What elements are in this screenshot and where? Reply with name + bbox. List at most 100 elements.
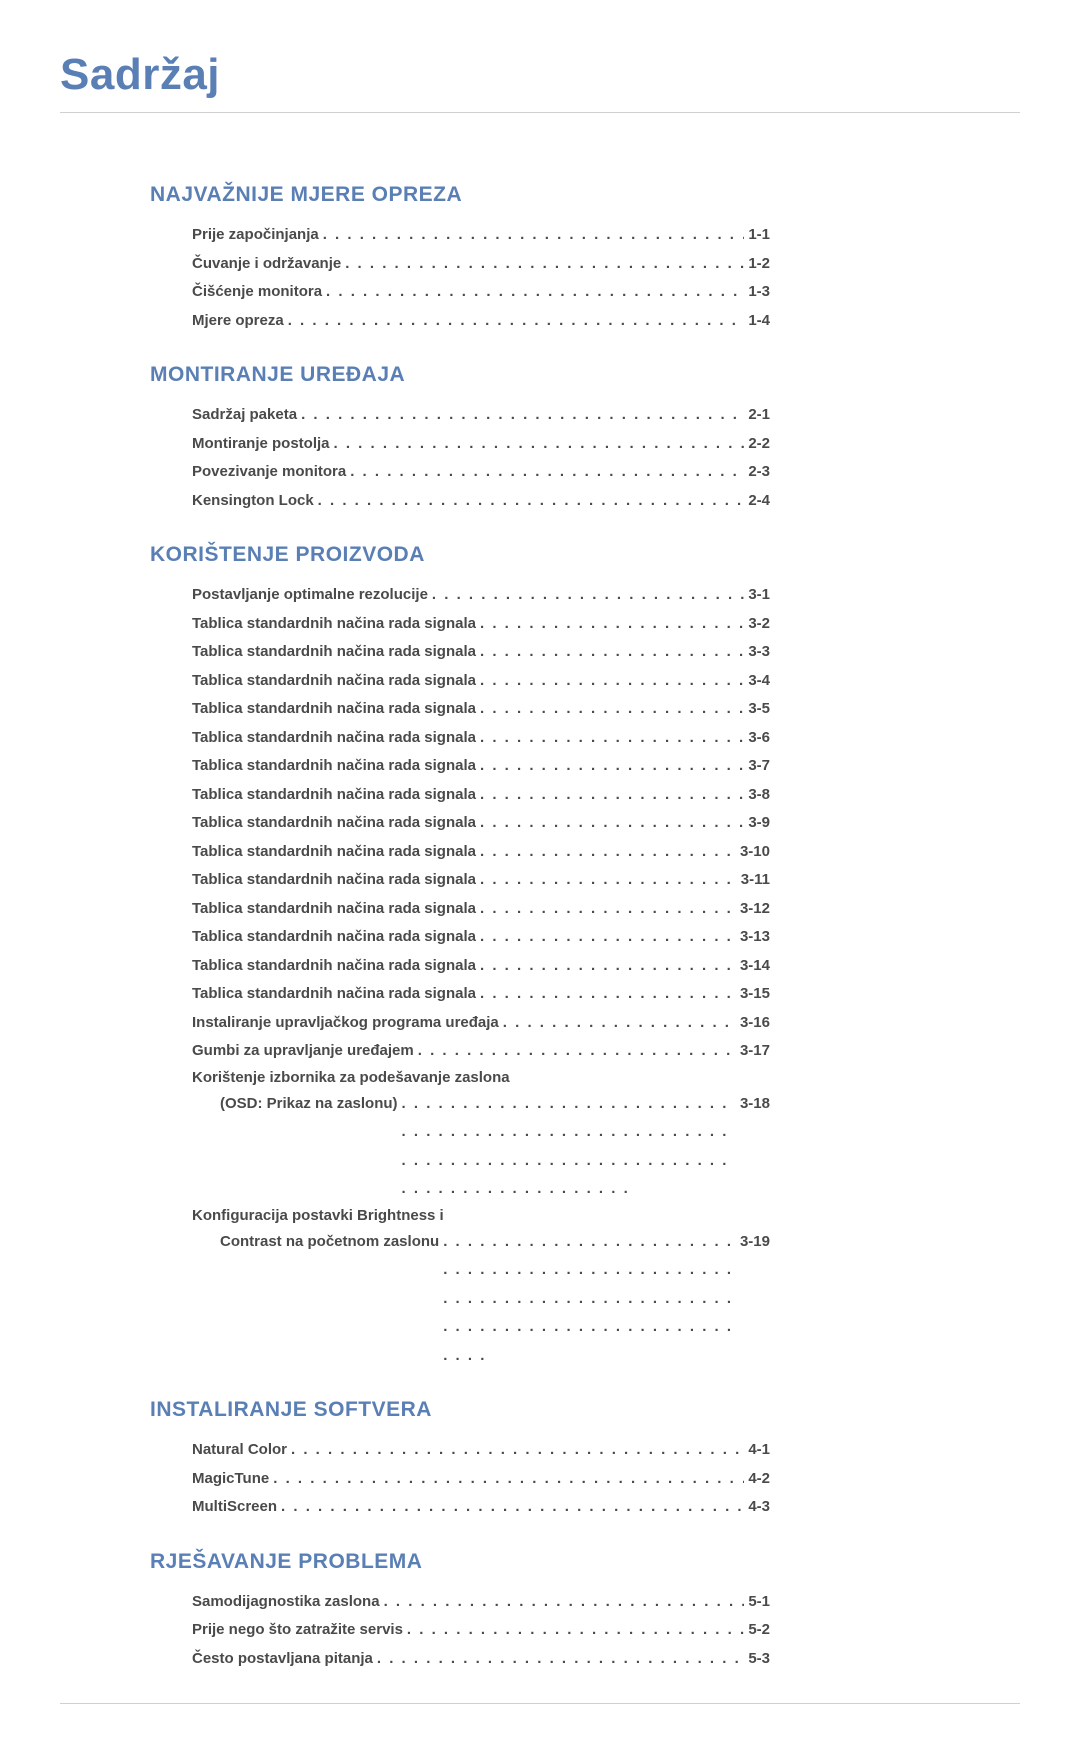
entry-page-number: 4-3 xyxy=(748,1493,770,1522)
toc-entry[interactable]: Tablica standardnih načina rada signala3… xyxy=(192,781,770,810)
toc-entry[interactable]: Sadržaj paketa 2-1 xyxy=(192,401,770,430)
entry-label: Čuvanje i održavanje xyxy=(192,250,341,279)
entry-label: Tablica standardnih načina rada signala xyxy=(192,866,476,895)
toc-entry[interactable]: Prije nego što zatražite servis 5-2 xyxy=(192,1616,770,1645)
toc-entry[interactable]: Tablica standardnih načina rada signala3… xyxy=(192,895,770,924)
toc-entry[interactable]: Samodijagnostika zaslona 5-1 xyxy=(192,1588,770,1617)
toc-entry[interactable]: Tablica standardnih načina rada signala3… xyxy=(192,724,770,753)
entry-page-number: 3-16 xyxy=(740,1009,770,1038)
toc-entry[interactable]: Tablica standardnih načina rada signala3… xyxy=(192,695,770,724)
entry-label: Samodijagnostika zaslona xyxy=(192,1588,380,1617)
entry-leader-dots xyxy=(377,1645,744,1674)
toc-entry[interactable]: Mjere opreza1-4 xyxy=(192,307,770,336)
toc-entry[interactable]: Konfiguracija postavki Brightness iContr… xyxy=(192,1204,770,1371)
entry-label: Natural Color xyxy=(192,1436,287,1465)
entry-page-number: 2-2 xyxy=(748,430,770,459)
entry-list: Natural Color4-1MagicTune 4-2 MultiScreen 4… xyxy=(192,1436,770,1522)
entry-label: Tablica standardnih načina rada signala xyxy=(192,952,476,981)
section-heading: NAJVAŽNIJE MJERE OPREZA xyxy=(150,183,770,207)
toc-entry[interactable]: Postavljanje optimalne rezolucije 3-1 xyxy=(192,581,770,610)
entry-page-number: 3-4 xyxy=(748,667,770,696)
toc-section: KORIŠTENJE PROIZVODA Postavljanje optimal… xyxy=(150,543,770,1370)
entry-label: Sadržaj paketa xyxy=(192,401,297,430)
entry-page-number: 1-1 xyxy=(748,221,770,250)
toc-section: RJEŠAVANJE PROBLEMASamodijagnostika zasl… xyxy=(150,1550,770,1674)
entry-label: MagicTune xyxy=(192,1465,269,1494)
toc-entry[interactable]: Gumbi za upravljanje uređajem3-17 xyxy=(192,1037,770,1066)
entry-page-number: 3-18 xyxy=(740,1090,770,1119)
toc-entry[interactable]: Tablica standardnih načina rada signala3… xyxy=(192,752,770,781)
toc-entry[interactable]: Često postavljana pitanja5-3 xyxy=(192,1645,770,1674)
entry-leader-dots xyxy=(273,1465,744,1494)
toc-entry[interactable]: Tablica standardnih načina rada signala3… xyxy=(192,980,770,1009)
entry-label: MultiScreen xyxy=(192,1493,277,1522)
entry-label: Mjere opreza xyxy=(192,307,284,336)
toc-entry[interactable]: Tablica standardnih načina rada signala3… xyxy=(192,923,770,952)
page: Sadržaj NAJVAŽNIJE MJERE OPREZAPrije zap… xyxy=(0,0,1080,1744)
toc-section: INSTALIRANJE SOFTVERANatural Color4-1Mag… xyxy=(150,1398,770,1522)
toc-entry[interactable]: Čišćenje monitora 1-3 xyxy=(192,278,770,307)
entry-leader-dots xyxy=(288,307,745,336)
toc-entry[interactable]: Čuvanje i održavanje1-2 xyxy=(192,250,770,279)
entry-page-number: 3-13 xyxy=(740,923,770,952)
toc-entry[interactable]: Korištenje izbornika za podešavanje zasl… xyxy=(192,1066,770,1204)
entry-page-number: 2-3 xyxy=(748,458,770,487)
entry-label: Čišćenje monitora xyxy=(192,278,322,307)
entry-page-number: 4-2 xyxy=(748,1465,770,1494)
entry-label: Tablica standardnih načina rada signala xyxy=(192,667,476,696)
entry-page-number: 1-3 xyxy=(748,278,770,307)
entry-leader-dots xyxy=(443,1228,736,1371)
entry-list: Sadržaj paketa2-1Montiranje postolja2-2P… xyxy=(192,401,770,515)
entry-leader-dots xyxy=(480,980,736,1009)
entry-page-number: 3-19 xyxy=(740,1228,770,1257)
entry-page-number: 3-6 xyxy=(748,724,770,753)
toc-entry[interactable]: Tablica standardnih načina rada signala3… xyxy=(192,809,770,838)
entry-label: Konfiguracija postavki Brightness i xyxy=(192,1204,770,1228)
entry-continuation: (OSD: Prikaz na zaslonu)3-18 xyxy=(220,1090,770,1204)
entry-label: Postavljanje optimalne rezolucije xyxy=(192,581,428,610)
entry-label: Povezivanje monitora xyxy=(192,458,346,487)
entry-leader-dots xyxy=(480,809,744,838)
toc-entry[interactable]: Kensington Lock2-4 xyxy=(192,487,770,516)
entry-leader-dots xyxy=(480,752,744,781)
entry-page-number: 5-1 xyxy=(748,1588,770,1617)
toc-entry[interactable]: Tablica standardnih načina rada signala 3… xyxy=(192,866,770,895)
toc-entry[interactable]: MagicTune 4-2 xyxy=(192,1465,770,1494)
entry-leader-dots xyxy=(345,250,744,279)
toc-entry[interactable]: MultiScreen 4-3 xyxy=(192,1493,770,1522)
entry-page-number: 3-1 xyxy=(748,581,770,610)
entry-label: Tablica standardnih načina rada signala xyxy=(192,752,476,781)
entry-leader-dots xyxy=(480,695,744,724)
entry-label: Montiranje postolja xyxy=(192,430,330,459)
section-heading: KORIŠTENJE PROIZVODA xyxy=(150,543,770,567)
entry-leader-dots xyxy=(480,724,744,753)
toc-entry[interactable]: Instaliranje upravljačkog programa uređa… xyxy=(192,1009,770,1038)
toc-entry[interactable]: Tablica standardnih načina rada signala 3… xyxy=(192,667,770,696)
entry-label: Kensington Lock xyxy=(192,487,314,516)
toc-entry[interactable]: Montiranje postolja 2-2 xyxy=(192,430,770,459)
toc-entry[interactable]: Tablica standardnih načina rada signala3… xyxy=(192,952,770,981)
toc-entry[interactable]: Prije započinjanja1-1 xyxy=(192,221,770,250)
entry-page-number: 2-1 xyxy=(748,401,770,430)
entry-label: Prije nego što zatražite servis xyxy=(192,1616,403,1645)
entry-page-number: 3-15 xyxy=(740,980,770,1009)
toc-entry[interactable]: Povezivanje monitora 2-3 xyxy=(192,458,770,487)
entry-list: Postavljanje optimalne rezolucije 3-1 Tabl… xyxy=(192,581,770,1370)
entry-leader-dots xyxy=(418,1037,736,1066)
entry-leader-dots xyxy=(480,838,736,867)
section-heading: MONTIRANJE UREĐAJA xyxy=(150,363,770,387)
entry-label: Tablica standardnih načina rada signala xyxy=(192,638,476,667)
toc-entry[interactable]: Tablica standardnih načina rada signala3… xyxy=(192,638,770,667)
entry-label: Instaliranje upravljačkog programa uređa… xyxy=(192,1009,499,1038)
entry-continuation: Contrast na početnom zaslonu3-19 xyxy=(220,1228,770,1371)
entry-list: Samodijagnostika zaslona5-1Prije nego št… xyxy=(192,1588,770,1674)
toc-entry[interactable]: Tablica standardnih načina rada signala3… xyxy=(192,838,770,867)
entry-page-number: 5-2 xyxy=(748,1616,770,1645)
toc-entry[interactable]: Tablica standardnih načina rada signala3… xyxy=(192,610,770,639)
entry-leader-dots xyxy=(480,638,744,667)
toc-entry[interactable]: Natural Color4-1 xyxy=(192,1436,770,1465)
entry-label: Tablica standardnih načina rada signala xyxy=(192,781,476,810)
entry-page-number: 3-11 xyxy=(741,866,770,895)
entry-page-number: 3-5 xyxy=(748,695,770,724)
entry-leader-dots xyxy=(291,1436,744,1465)
